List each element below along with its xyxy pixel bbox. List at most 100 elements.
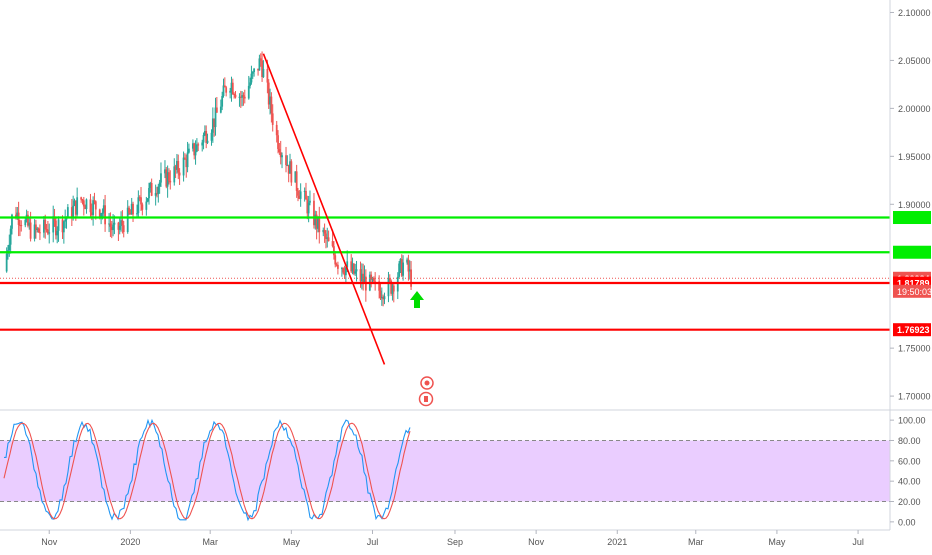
candle-body [318,216,321,233]
candle-body [43,219,45,233]
stoch-d-line[interactable] [3,422,411,520]
candle [355,260,358,282]
candle-body [402,262,404,276]
time-axis[interactable]: Nov 2020 Mar May Jul Sep Nov 2021 Mar May Jul [41,530,864,547]
candle [61,215,64,240]
candle-body [239,96,242,98]
candle [66,204,69,219]
stoch-tick-label: 0.00 [898,517,916,527]
candle-body [81,199,84,201]
candle-body [102,205,105,213]
price-axis[interactable]: 2.10000 2.05000 2.00000 1.95000 1.90000 1.750… [890,8,931,402]
candle [158,179,161,194]
price-tick-label: 2.10000 [898,8,931,18]
candle [295,164,298,198]
candle-body [334,255,337,265]
candle-body [344,267,347,276]
resistance-upper-badge [893,211,931,225]
candle-body [28,222,31,226]
candle-body [39,232,41,234]
stochastic-pane[interactable] [0,418,890,522]
candle-body [242,95,245,97]
candle [371,276,374,283]
candle [230,76,233,102]
candle [229,87,232,99]
candle-body [278,148,281,153]
candle-body [169,180,172,183]
candle-body [201,142,204,146]
candle-body [306,199,309,214]
candle-body [221,96,224,107]
candle-body [168,172,170,181]
candle-body [281,155,283,158]
candle [33,219,36,242]
candle [37,227,40,233]
candle-body [205,131,208,143]
candle-body [130,203,133,215]
candle-body [407,259,410,272]
candle-body [382,296,385,300]
candle [62,220,65,244]
candle [145,196,148,216]
candle-body [129,212,132,215]
candle-body [323,229,326,234]
candle [84,204,87,210]
candle-body [355,269,358,272]
stochastic-axis[interactable]: 100.00 80.00 60.00 40.00 20.00 0.00 [890,416,926,528]
candle-body [29,222,32,239]
candle [223,77,226,88]
price-tick-label: 2.05000 [898,56,931,66]
candle [178,168,181,185]
candle [242,92,245,106]
stoch-tick-label: 100.00 [898,416,926,426]
candle-body [222,85,225,97]
candle-body [314,214,317,226]
candle [140,187,142,211]
time-tick-label: Jul [367,537,379,547]
candle [363,265,366,283]
candle [286,155,289,167]
candle [205,125,208,149]
candle-body [219,106,222,113]
candle-body [202,134,205,143]
candle-body [251,72,254,74]
earnings-event-icon[interactable] [418,391,434,407]
candle [289,153,291,174]
candle-body [374,281,377,283]
candle [174,164,177,178]
candle-body [61,219,64,233]
candle-body [137,197,140,214]
candle [213,118,216,137]
candle [241,91,244,107]
trendline[interactable] [262,53,386,365]
candle [164,160,166,179]
candle-body [132,203,134,215]
candle-body [229,90,232,93]
candle-body [406,259,408,263]
dividend-event-icon[interactable] [420,376,434,390]
candle [391,282,394,301]
time-tick-label: May [283,537,301,547]
candle-body [146,198,149,202]
candle-body [5,253,8,272]
candle-body [392,285,395,292]
stoch-k-line[interactable] [4,418,411,522]
candle-body [56,230,59,236]
candle-body [387,278,390,297]
candle [322,227,325,237]
candle [203,125,206,137]
candle [334,251,337,268]
time-tick-label: Jul [852,537,864,547]
candle-body [286,164,289,166]
candle-body [346,261,349,268]
time-tick-label: Nov [41,537,58,547]
candle [169,170,172,190]
candle [249,77,252,89]
candle [166,165,169,198]
candle-body [98,209,101,218]
candle-body [262,68,265,78]
candle-body [66,207,69,218]
